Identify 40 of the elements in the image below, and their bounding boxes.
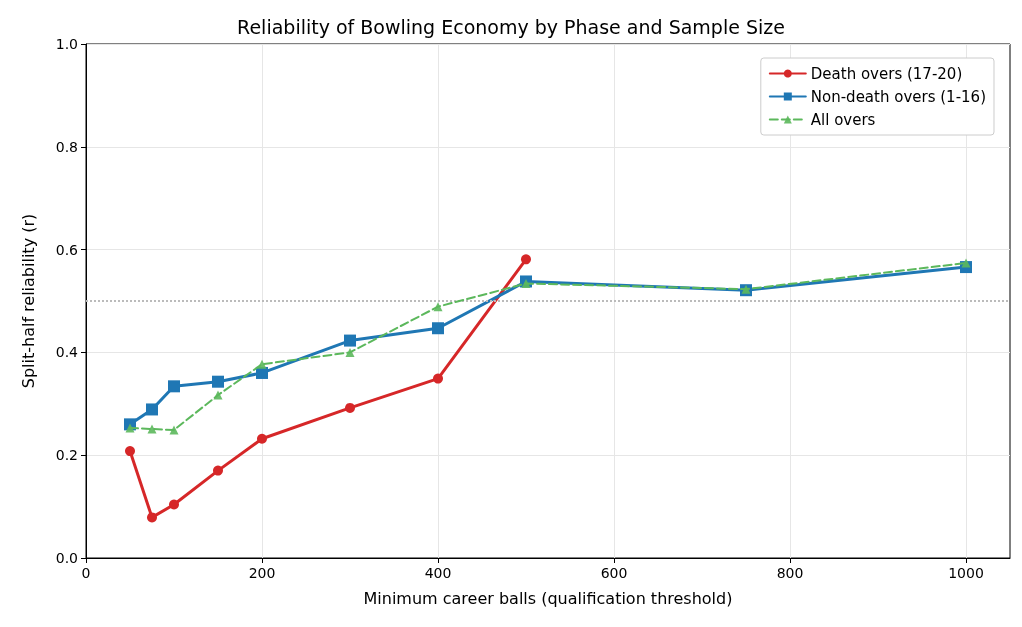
legend-label: All overs bbox=[810, 110, 876, 129]
point bbox=[433, 373, 443, 384]
point bbox=[146, 403, 158, 416]
point bbox=[147, 424, 157, 434]
x-tick-label: 600 bbox=[600, 565, 628, 581]
y-axis-title: Split-half reliability (r) bbox=[18, 213, 38, 389]
point bbox=[147, 512, 157, 523]
x-tick-label: 800 bbox=[776, 565, 804, 581]
y-tick-label: 1.0 bbox=[55, 36, 78, 52]
point bbox=[961, 258, 971, 268]
point bbox=[257, 433, 267, 444]
point bbox=[212, 375, 224, 388]
x-tick-label: 0 bbox=[81, 565, 91, 581]
point bbox=[345, 402, 355, 413]
point bbox=[257, 359, 267, 369]
y-tick-label: 0.8 bbox=[55, 138, 78, 155]
x-tick-label: 1000 bbox=[948, 565, 984, 581]
point bbox=[125, 423, 135, 433]
point bbox=[125, 446, 135, 457]
point bbox=[213, 390, 223, 400]
point bbox=[169, 499, 179, 510]
x-axis-title: Minimum career balls (qualification threshold) bbox=[363, 588, 733, 608]
point bbox=[169, 425, 179, 435]
point bbox=[432, 322, 444, 335]
legend-label: Non-death overs (1-16) bbox=[810, 87, 987, 106]
x-tick-label: 400 bbox=[424, 565, 452, 581]
point bbox=[344, 334, 356, 347]
chart-title: Reliability of Bowling Economy by Phase and Sample Size bbox=[237, 15, 785, 38]
point bbox=[168, 380, 180, 393]
y-tick-label: 0.6 bbox=[55, 241, 79, 258]
y-tick-label: 0.4 bbox=[55, 344, 79, 361]
x-tick-label: 200 bbox=[248, 565, 276, 581]
point bbox=[345, 347, 355, 357]
legend-label: Death overs (17-20) bbox=[810, 64, 963, 83]
y-tick-label: 0.2 bbox=[55, 447, 78, 464]
point bbox=[521, 254, 531, 265]
y-tick-label: 0.0 bbox=[55, 550, 78, 566]
point bbox=[213, 465, 223, 476]
point bbox=[433, 302, 443, 312]
point bbox=[521, 279, 531, 289]
